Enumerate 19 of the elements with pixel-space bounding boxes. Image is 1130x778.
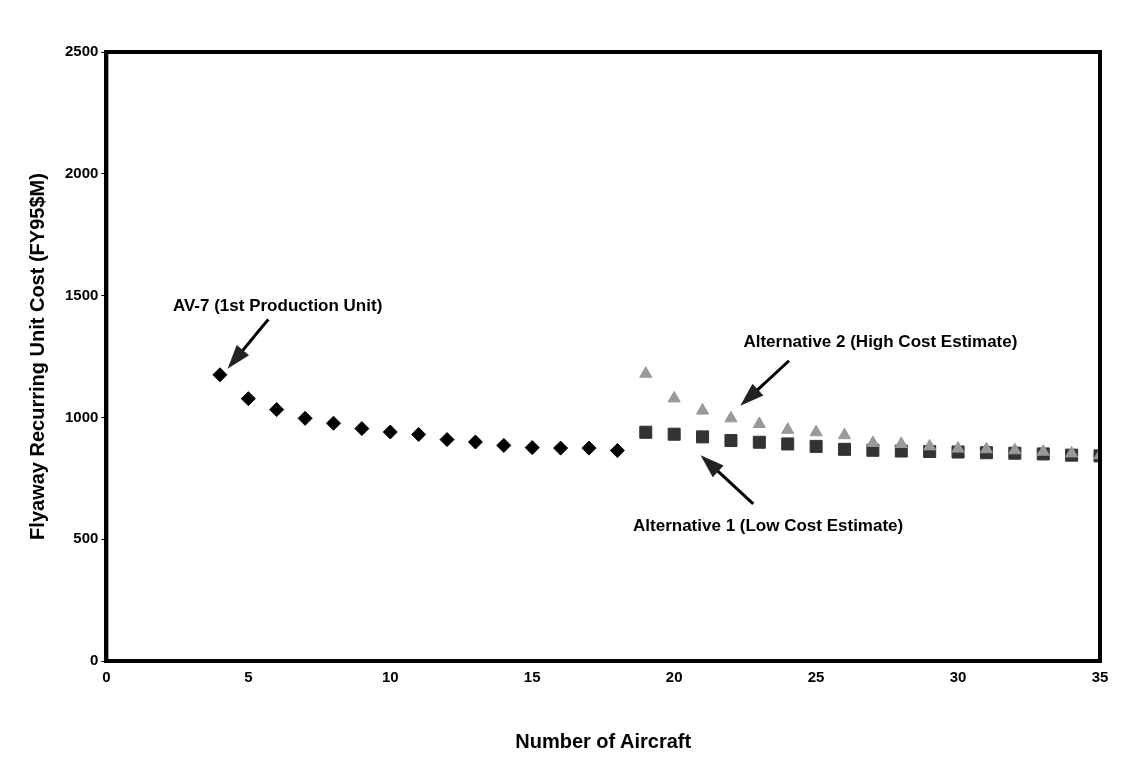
y-tick-label: 0 [90,651,99,669]
x-tick-label: 5 [244,668,253,686]
y-axis-title: Flyaway Recurring Unit Cost (FY95$M) [25,173,48,540]
y-tick-label: 1000 [64,407,99,425]
annotation: Alternative 1 (Low Cost Estimate) [633,516,904,536]
y-tick-label: 1500 [64,285,99,303]
annotation: AV-7 (1st Production Unit) [172,296,383,316]
x-tick-label: 30 [949,668,967,686]
y-tick-label: 500 [73,529,99,547]
x-tick-label: 20 [665,668,683,686]
y-tick-label: 2500 [64,42,99,60]
x-tick-label: 35 [1091,668,1109,686]
x-tick-label: 15 [523,668,541,686]
x-axis-title: Number of Aircraft [515,729,692,752]
annotation: Alternative 2 (High Cost Estimate) [743,331,1018,351]
x-tick-label: 0 [102,668,111,686]
x-tick-label: 25 [807,668,825,686]
y-tick-label: 2000 [64,163,99,181]
x-tick-label: 10 [381,668,399,686]
